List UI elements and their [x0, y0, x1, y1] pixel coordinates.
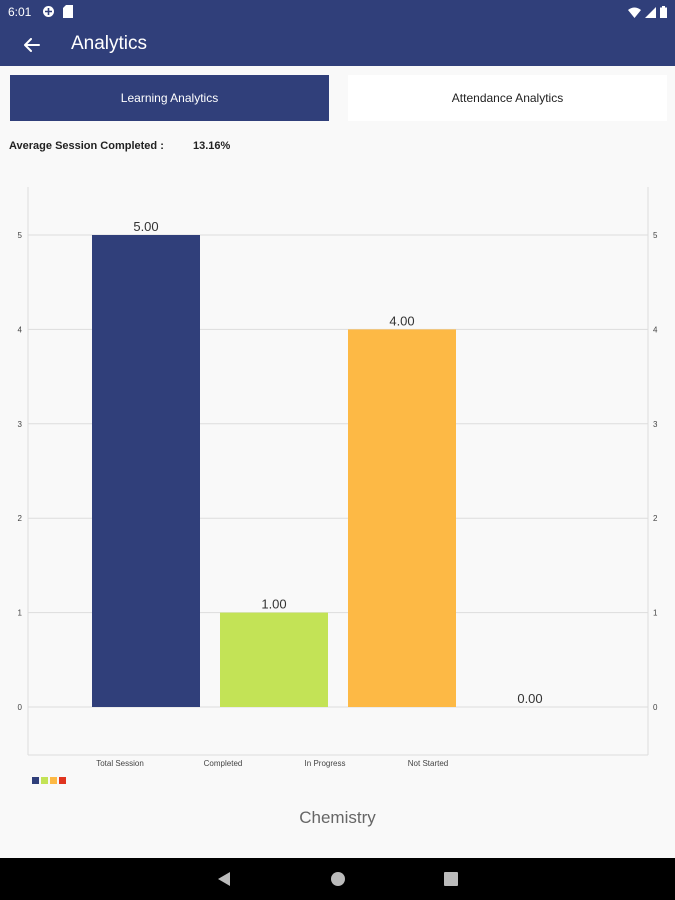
- status-time: 6:01: [8, 5, 32, 19]
- sim-card-icon: [63, 5, 73, 23]
- tab-attendance-analytics[interactable]: Attendance Analytics: [348, 75, 667, 121]
- y-tick-label-right: 0: [653, 703, 658, 712]
- x-tick-label: In Progress: [305, 759, 346, 768]
- x-tick-label: Completed: [204, 759, 243, 768]
- y-tick-label-right: 2: [653, 514, 658, 523]
- nav-recents-button[interactable]: [441, 870, 461, 888]
- home-circle-icon: [331, 872, 345, 886]
- bar-in-progress: [348, 329, 456, 707]
- x-tick-label: Not Started: [408, 759, 448, 768]
- chart-canvas: 0 0 1 1 2 2 3 3 4 4 5 5 5.00 1.00 4.00 0.00 Total Sessio…: [18, 187, 658, 768]
- chart-legend: [32, 777, 66, 784]
- app-bar: Analytics: [0, 24, 675, 66]
- system-nav-bar: [0, 858, 675, 900]
- y-tick-label-left: 1: [18, 609, 23, 618]
- page-title: Analytics: [71, 33, 148, 54]
- recents-square-icon: [444, 872, 458, 886]
- data-saver-icon: [42, 5, 55, 23]
- y-tick-label-left: 4: [18, 325, 23, 334]
- bar-value-label: 0.00: [517, 691, 542, 706]
- legend-swatch-completed: [41, 777, 48, 784]
- y-tick-label-left: 3: [18, 420, 23, 429]
- y-tick-label-right: 3: [653, 420, 658, 429]
- y-tick-label-left: 0: [18, 703, 23, 712]
- legend-swatch-in-progress: [50, 777, 57, 784]
- status-bar: 6:01: [0, 0, 675, 24]
- tab-learning-analytics[interactable]: Learning Analytics: [10, 75, 329, 121]
- nav-back-button[interactable]: [214, 870, 234, 888]
- chart-caption: Chemistry: [299, 808, 376, 827]
- bar-value-label: 1.00: [261, 597, 286, 612]
- analytics-tabs: Learning Analytics Attendance Analytics: [10, 75, 667, 121]
- signal-icon: [645, 5, 656, 23]
- y-tick-label-left: 5: [18, 231, 23, 240]
- bar-value-label: 4.00: [389, 313, 414, 328]
- y-tick-label-right: 5: [653, 231, 658, 240]
- back-button[interactable]: [18, 32, 46, 58]
- battery-icon: [660, 5, 667, 23]
- y-tick-label-right: 1: [653, 609, 658, 618]
- nav-home-button[interactable]: [328, 870, 348, 888]
- average-session-value: 13.16%: [193, 140, 231, 152]
- wifi-icon: [628, 5, 641, 23]
- legend-swatch-not-started: [59, 777, 66, 784]
- session-bar-chart: 0 0 1 1 2 2 3 3 4 4 5 5 5.00 1.00 4.00 0.00 Total Sessio…: [0, 175, 675, 795]
- y-tick-label-left: 2: [18, 514, 23, 523]
- arrow-back-icon: [24, 38, 40, 52]
- y-tick-label-right: 4: [653, 325, 658, 334]
- average-session-label: Average Session Completed :: [9, 140, 164, 152]
- bar-completed: [220, 612, 328, 707]
- legend-swatch-total: [32, 777, 39, 784]
- x-tick-label: Total Session: [96, 759, 144, 768]
- bar-total-session: [92, 235, 200, 707]
- back-triangle-icon: [218, 872, 230, 886]
- bar-value-label: 5.00: [133, 219, 158, 234]
